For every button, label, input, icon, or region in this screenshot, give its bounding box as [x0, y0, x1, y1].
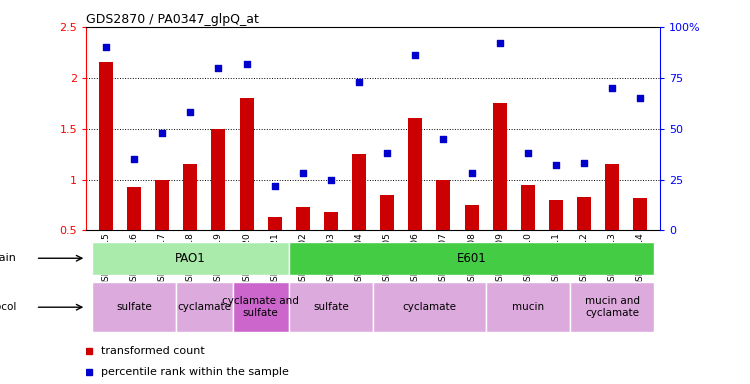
Text: sulfate: sulfate	[116, 302, 152, 312]
Bar	[374, 282, 486, 332]
Bar	[549, 200, 563, 230]
Bar	[239, 98, 254, 230]
Bar	[155, 180, 170, 230]
Bar	[289, 282, 374, 332]
Bar	[570, 282, 654, 332]
Point	[325, 177, 337, 183]
Text: percentile rank within the sample: percentile rank within the sample	[100, 367, 289, 377]
Bar	[464, 205, 478, 230]
Point	[550, 162, 562, 168]
Point	[268, 182, 280, 189]
Bar	[520, 185, 535, 230]
Bar	[605, 164, 619, 230]
Text: mucin and
cyclamate: mucin and cyclamate	[585, 296, 640, 318]
Point	[212, 65, 224, 71]
Bar	[183, 164, 197, 230]
Bar	[176, 282, 232, 332]
Point	[381, 150, 393, 156]
Text: growth protocol: growth protocol	[0, 302, 16, 312]
Bar	[127, 187, 141, 230]
Point	[578, 160, 590, 166]
Text: cyclamate and
sulfate: cyclamate and sulfate	[222, 296, 299, 318]
Bar	[92, 242, 289, 275]
Text: PAO1: PAO1	[175, 252, 206, 265]
Bar	[324, 212, 338, 230]
Bar	[92, 282, 176, 332]
Text: GDS2870 / PA0347_glpQ_at: GDS2870 / PA0347_glpQ_at	[86, 13, 260, 26]
Bar	[633, 198, 647, 230]
Bar	[380, 195, 394, 230]
Point	[241, 60, 253, 66]
Point	[297, 170, 309, 177]
Bar	[436, 180, 451, 230]
Bar	[211, 129, 226, 230]
Point	[353, 79, 365, 85]
Bar	[296, 207, 310, 230]
Point	[494, 40, 506, 46]
Bar	[408, 118, 422, 230]
Point	[634, 95, 646, 101]
Text: E601: E601	[457, 252, 487, 265]
Point	[606, 85, 618, 91]
Bar	[268, 217, 282, 230]
Text: cyclamate: cyclamate	[177, 302, 231, 312]
Point	[128, 156, 140, 162]
Bar	[352, 154, 366, 230]
Point	[156, 130, 168, 136]
Text: sulfate: sulfate	[313, 302, 349, 312]
Bar	[577, 197, 591, 230]
Point	[410, 52, 422, 58]
Bar	[232, 282, 289, 332]
Bar	[99, 63, 113, 230]
Text: mucin: mucin	[512, 302, 544, 312]
Bar	[289, 242, 654, 275]
Text: cyclamate: cyclamate	[403, 302, 456, 312]
Point	[184, 109, 196, 116]
Bar	[493, 103, 507, 230]
Text: transformed count: transformed count	[100, 346, 204, 356]
Point	[100, 44, 112, 50]
Point	[522, 150, 534, 156]
Point	[466, 170, 478, 177]
Bar	[486, 282, 570, 332]
Point	[437, 136, 449, 142]
Text: strain: strain	[0, 253, 16, 263]
